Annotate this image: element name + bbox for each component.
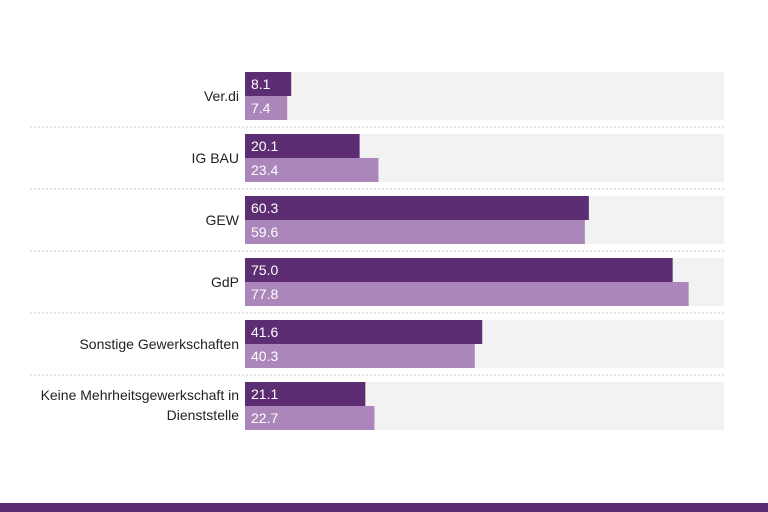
data-label: 41.6 bbox=[251, 324, 278, 340]
category-label: Ver.di bbox=[204, 88, 239, 104]
data-label: 23.4 bbox=[251, 162, 278, 178]
category-label: GEW bbox=[206, 212, 240, 228]
bar bbox=[245, 96, 288, 120]
bar bbox=[245, 282, 689, 306]
bar bbox=[245, 320, 483, 344]
data-label: 75.0 bbox=[251, 262, 278, 278]
category-label: Sonstige Gewerkschaften bbox=[79, 336, 239, 352]
bar bbox=[245, 382, 366, 406]
category-label: Keine Mehrheitsgewerkschaft in Dienststel… bbox=[41, 387, 240, 423]
data-label: 7.4 bbox=[251, 100, 271, 116]
bar bbox=[245, 134, 360, 158]
bar-background bbox=[245, 72, 724, 120]
bar bbox=[245, 258, 673, 282]
bar bbox=[245, 158, 379, 182]
category-label: IG BAU bbox=[192, 150, 239, 166]
data-label: 20.1 bbox=[251, 138, 278, 154]
data-label: 21.1 bbox=[251, 386, 278, 402]
bar bbox=[245, 196, 589, 220]
data-label: 59.6 bbox=[251, 224, 278, 240]
bar bbox=[245, 72, 292, 96]
bar bbox=[245, 406, 375, 430]
data-label: 40.3 bbox=[251, 348, 278, 364]
bar bbox=[245, 220, 585, 244]
data-label: 8.1 bbox=[251, 76, 271, 92]
data-label: 77.8 bbox=[251, 286, 278, 302]
data-label: 60.3 bbox=[251, 200, 278, 216]
footer-bar bbox=[0, 503, 768, 512]
bar bbox=[245, 344, 475, 368]
data-label: 22.7 bbox=[251, 410, 278, 426]
category-label: GdP bbox=[211, 274, 239, 290]
